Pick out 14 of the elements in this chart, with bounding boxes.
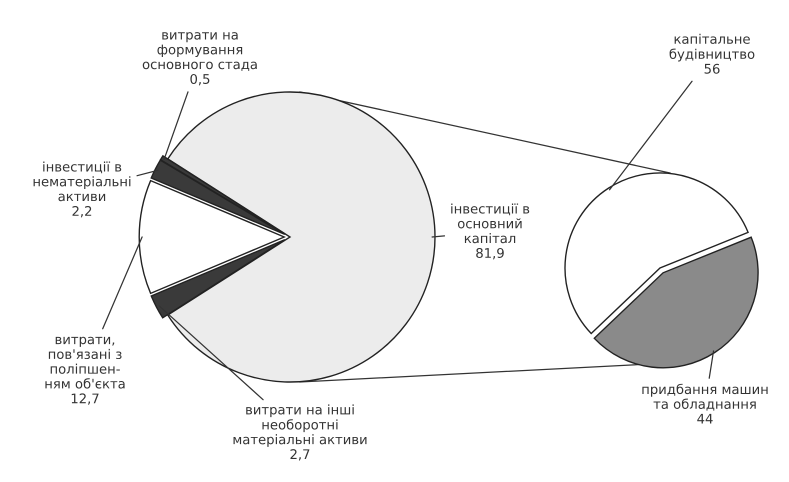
- data-label: 2,2: [72, 206, 92, 218]
- data-label: 44: [697, 414, 713, 424]
- data-label: 81,9: [476, 248, 504, 260]
- slice-label: інвестиції в основний капітал: [451, 203, 530, 244]
- data-label: 12,7: [72, 393, 99, 405]
- data-label: 56: [704, 64, 720, 74]
- slice-label: витрати на формування основного стада: [142, 32, 257, 71]
- slice-label: придбання машин та обладнання: [642, 384, 768, 411]
- slice-label: інвестиції в нематеріальні активи: [34, 161, 130, 202]
- slice-label: капітальне будівництво: [670, 34, 754, 62]
- slice-label: витрати, пов'язані з поліпшен- ням об'єкта: [45, 336, 125, 389]
- data-label: 2,7: [290, 449, 310, 460]
- slice-label: витрати на інші необоротні матеріальні активи: [234, 404, 366, 447]
- data-label: 0,5: [190, 74, 210, 86]
